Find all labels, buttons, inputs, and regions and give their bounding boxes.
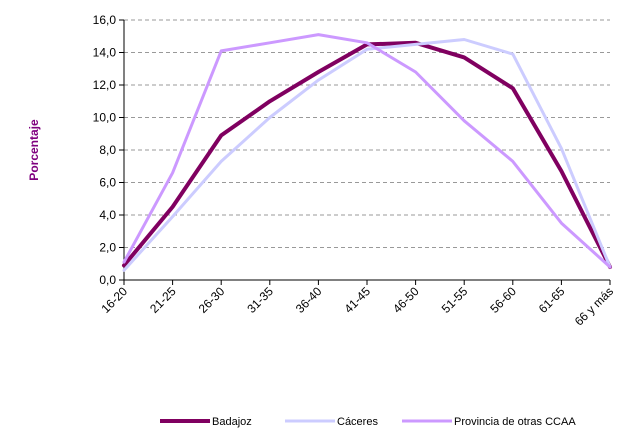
x-tick-label: 66 y más <box>572 284 616 328</box>
x-tick-label: 46-50 <box>390 284 422 316</box>
x-tick-label: 61-65 <box>536 284 568 316</box>
legend-item-2: Provincia de otras CCAA <box>402 416 576 428</box>
data-series <box>122 33 612 272</box>
series-line-1 <box>122 38 612 272</box>
legend: Badajoz Cáceres Provincia de otras CCAA <box>160 416 576 428</box>
x-tick-label: 56-60 <box>487 284 519 316</box>
axes <box>119 19 611 285</box>
x-tick-label: 26-30 <box>196 284 228 316</box>
y-axis-label: Porcentaje <box>27 119 41 181</box>
y-axis-tick-labels: 0,0 2,0 4,0 6,0 8,0 10,0 12,0 14,0 16,0 <box>93 13 117 287</box>
x-tick-label: 36-40 <box>293 284 325 316</box>
x-tick-label: 16-20 <box>99 284 131 316</box>
x-tick-label: 21-25 <box>147 284 179 316</box>
legend-item-1: Cáceres <box>285 416 378 428</box>
series-line-2 <box>122 33 612 269</box>
legend-item-0: Badajoz <box>160 416 252 428</box>
gridlines <box>124 19 610 248</box>
x-tick-label: 41-45 <box>342 284 374 316</box>
y-tick-label: 16,0 <box>93 13 117 27</box>
y-tick-label: 6,0 <box>99 176 116 190</box>
y-tick-label: 10,0 <box>93 111 117 125</box>
x-axis-tick-labels: 16-20 21-25 26-30 31-35 36-40 41-45 46-50 51-55… <box>99 284 617 329</box>
y-tick-label: 2,0 <box>99 241 116 255</box>
y-tick-label: 4,0 <box>99 208 116 222</box>
legend-label: Cáceres <box>337 416 378 428</box>
y-tick-label: 12,0 <box>93 78 117 92</box>
legend-label: Provincia de otras CCAA <box>454 416 576 428</box>
legend-label: Badajoz <box>212 416 252 428</box>
x-tick-label: 31-35 <box>244 284 276 316</box>
x-tick-label: 51-55 <box>439 284 471 316</box>
series-line-0 <box>122 40 612 269</box>
y-tick-label: 8,0 <box>99 143 116 157</box>
y-tick-label: 0,0 <box>99 273 116 287</box>
y-tick-label: 14,0 <box>93 46 117 60</box>
